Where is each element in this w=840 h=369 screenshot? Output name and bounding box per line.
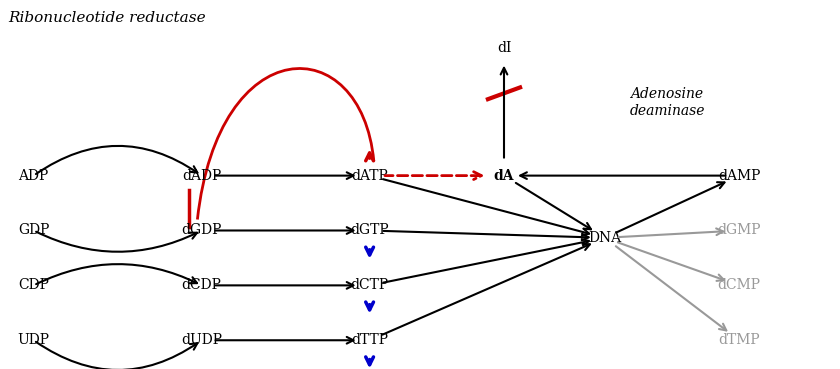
Text: dGDP: dGDP bbox=[181, 224, 222, 238]
Text: GDP: GDP bbox=[18, 224, 50, 238]
Text: Adenosine
deaminase: Adenosine deaminase bbox=[630, 87, 706, 118]
Text: dCMP: dCMP bbox=[717, 278, 761, 292]
Text: dCTP: dCTP bbox=[350, 278, 389, 292]
Text: ADP: ADP bbox=[18, 169, 49, 183]
Text: DNA: DNA bbox=[588, 231, 622, 245]
Text: dTMP: dTMP bbox=[718, 333, 760, 347]
Text: dUDP: dUDP bbox=[181, 333, 222, 347]
FancyArrowPatch shape bbox=[36, 342, 197, 369]
Text: dI: dI bbox=[496, 41, 512, 55]
Text: dA: dA bbox=[494, 169, 514, 183]
FancyArrowPatch shape bbox=[36, 146, 197, 174]
FancyArrowPatch shape bbox=[36, 232, 197, 252]
Text: dGMP: dGMP bbox=[717, 224, 761, 238]
FancyArrowPatch shape bbox=[36, 264, 197, 284]
Text: dGTP: dGTP bbox=[350, 224, 389, 238]
Text: dTTP: dTTP bbox=[351, 333, 388, 347]
Text: UDP: UDP bbox=[18, 333, 50, 347]
Text: dCDP: dCDP bbox=[181, 278, 222, 292]
Text: Ribonucleotide reductase: Ribonucleotide reductase bbox=[8, 11, 206, 25]
Text: dAMP: dAMP bbox=[718, 169, 760, 183]
Text: dADP: dADP bbox=[182, 169, 221, 183]
Text: dATP: dATP bbox=[351, 169, 388, 183]
Text: CDP: CDP bbox=[18, 278, 49, 292]
